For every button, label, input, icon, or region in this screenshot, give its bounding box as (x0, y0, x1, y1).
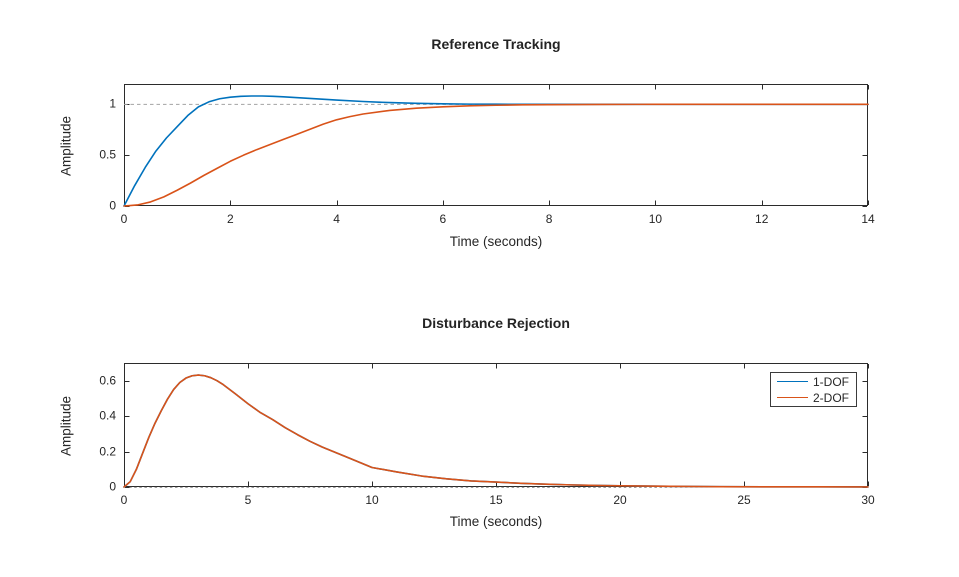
x-tick-label: 12 (755, 212, 769, 226)
x-tick-label: 25 (737, 493, 751, 507)
x-tick-label: 10 (365, 493, 379, 507)
y-tick-label: 0.6 (99, 373, 116, 388)
y-axis-label-top: Amplitude (58, 115, 74, 177)
series-line-2-dof (123, 374, 869, 488)
axes-box (124, 363, 868, 487)
y-axis-label-bottom: Amplitude (58, 395, 74, 457)
chart-title-reference-tracking: Reference Tracking (431, 36, 561, 52)
y-tick-label: 0 (109, 198, 116, 213)
legend-label-2dof: 2-DOF (813, 390, 849, 405)
series-line-1-dof (123, 95, 869, 207)
x-axis-label-bottom: Time (seconds) (449, 514, 543, 529)
series-line-2-dof (123, 103, 869, 207)
axes-box (124, 84, 868, 206)
x-tick-label: 8 (545, 212, 553, 226)
y-tick-label: 0.5 (99, 147, 116, 162)
legend-entry-2dof: 2-DOF (771, 390, 856, 405)
x-tick-label: 0 (120, 493, 128, 507)
legend-line-sample-2dof (777, 397, 808, 398)
chart-title-disturbance-rejection: Disturbance Rejection (422, 315, 570, 331)
x-tick-label: 6 (439, 212, 447, 226)
y-tick-label: 0 (109, 479, 116, 494)
y-tick-label: 1 (109, 96, 116, 111)
legend[interactable]: 1-DOF 2-DOF (770, 372, 857, 407)
y-tick-label: 0.4 (99, 408, 116, 423)
x-tick-label: 30 (861, 493, 875, 507)
x-tick-label: 4 (333, 212, 340, 226)
x-tick-label: 5 (244, 493, 252, 507)
x-tick-label: 14 (861, 212, 875, 226)
legend-entry-1dof: 1-DOF (771, 374, 856, 389)
x-tick-label: 15 (489, 493, 503, 507)
x-axis-label-top: Time (seconds) (449, 234, 543, 249)
legend-label-1dof: 1-DOF (813, 374, 849, 389)
legend-line-sample-1dof (777, 381, 808, 382)
x-tick-label: 10 (648, 212, 663, 226)
x-tick-label: 20 (613, 493, 627, 507)
x-tick-label: 0 (120, 212, 128, 226)
x-tick-label: 2 (226, 212, 234, 226)
series-line-1-dof (123, 374, 869, 488)
y-tick-label: 0.2 (99, 444, 116, 459)
